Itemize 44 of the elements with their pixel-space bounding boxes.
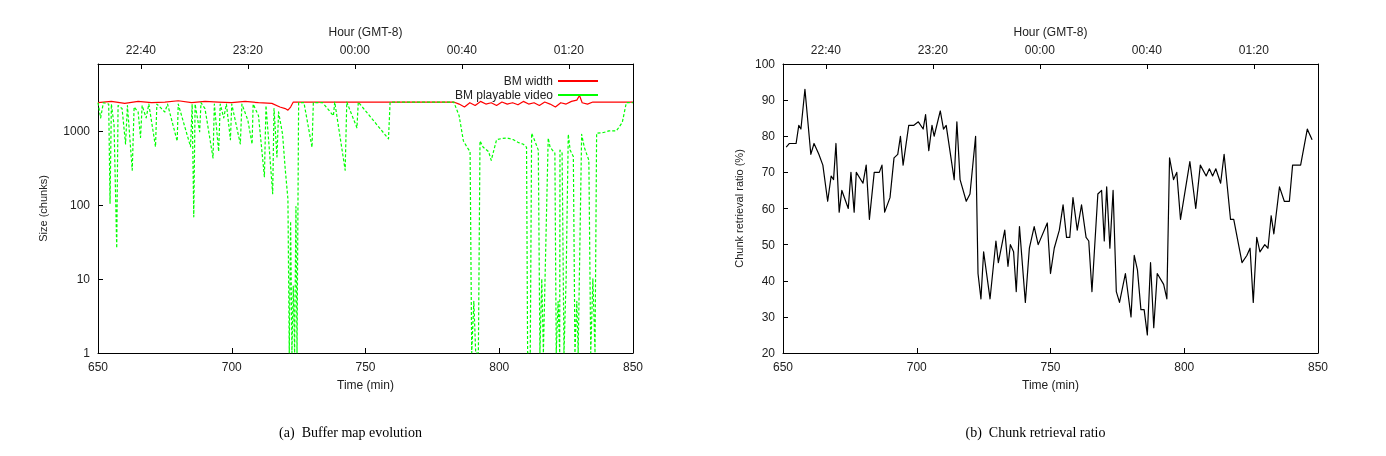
line-series	[785, 88, 1313, 336]
x2-tick-label: 00:00	[1024, 43, 1056, 57]
x2-tick-label: 23:20	[917, 43, 949, 57]
x-tick-label: 700	[221, 360, 243, 374]
y-tick-label: 70	[761, 165, 776, 180]
x-axis-title: Time (min)	[1022, 378, 1079, 392]
x2-axis-title: Hour (GMT-8)	[328, 25, 403, 39]
x2-tick-label: 22:40	[125, 43, 157, 57]
y-axis-title: Size (chunks)	[36, 175, 49, 242]
x-tick-label: 750	[355, 360, 376, 374]
y-tick-label: 50	[761, 237, 776, 252]
x-tick-label: 700	[906, 360, 928, 374]
y-tick-label: 10	[76, 271, 91, 286]
x-tick-label: 650	[87, 360, 109, 374]
x2-tick-label: 00:00	[339, 43, 371, 57]
y-tick-label: 20	[761, 346, 776, 360]
y-tick-label: 40	[761, 273, 776, 288]
x2-tick-label: 01:20	[553, 43, 585, 57]
y-tick-label: 90	[761, 93, 776, 108]
x-tick-label: 650	[772, 360, 794, 374]
legend-label: BM playable video	[454, 88, 554, 102]
text: (a) Buffer map evolution	[279, 424, 422, 441]
y-axis-title: Chunk retrieval ratio (%)	[732, 149, 745, 268]
x-tick-label: 750	[1040, 360, 1061, 374]
y-tick-label: 1000	[63, 123, 91, 138]
x-axis-title: Time (min)	[337, 378, 394, 392]
x-tick-label: 850	[1307, 360, 1329, 374]
x2-tick-label: 01:20	[1238, 43, 1270, 57]
x2-tick-label: 22:40	[810, 43, 842, 57]
x2-tick-label: 23:20	[232, 43, 264, 57]
y-tick-label: 30	[761, 309, 776, 324]
x-tick-label: 850	[622, 360, 644, 374]
y-tick-label: 80	[761, 129, 776, 144]
y-tick-label: 100	[754, 57, 776, 71]
y-tick-label: 100	[69, 197, 91, 212]
y-tick-label: 1	[83, 346, 91, 360]
x2-axis-title: Hour (GMT-8)	[1013, 25, 1088, 39]
x2-tick-label: 00:40	[446, 43, 478, 57]
y-tick-label: 60	[761, 201, 776, 216]
x2-tick-label: 00:40	[1131, 43, 1163, 57]
x-tick-label: 800	[489, 360, 510, 374]
x-tick-label: 800	[1174, 360, 1195, 374]
text: (b) Chunk retrieval ratio	[965, 424, 1106, 441]
legend-label: BM width	[503, 74, 553, 88]
